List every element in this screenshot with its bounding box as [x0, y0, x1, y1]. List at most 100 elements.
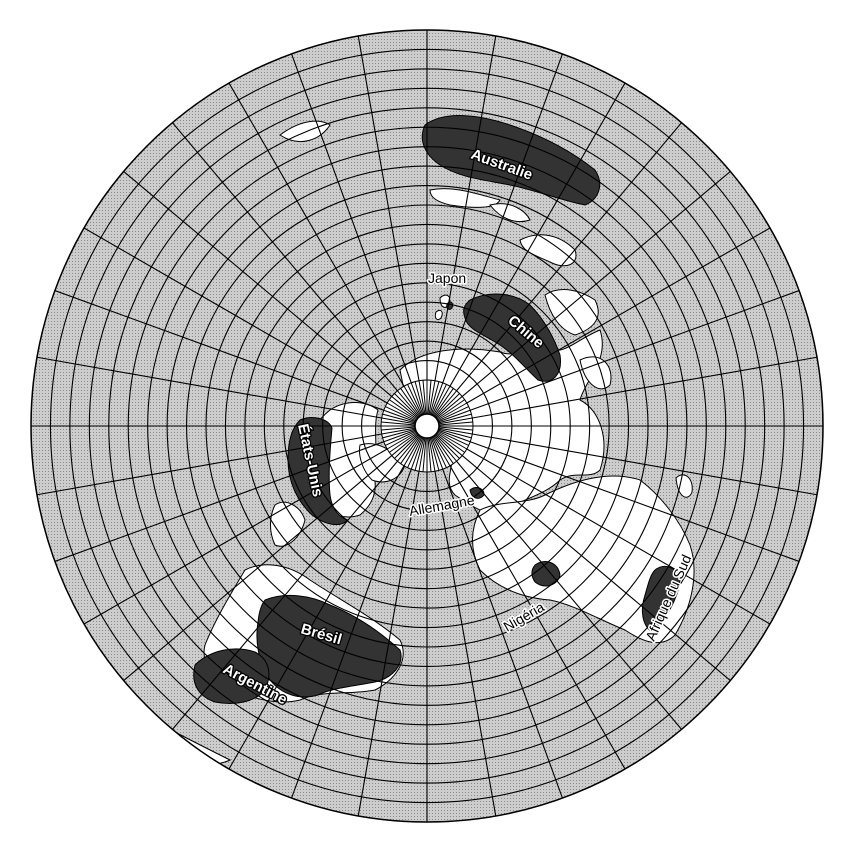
- hub-tick: [403, 385, 422, 416]
- hub-tick: [428, 437, 436, 472]
- hub-tick: [394, 393, 419, 418]
- meridian-line: [36, 356, 382, 419]
- hub-tick: [438, 413, 472, 424]
- australia-shape: [421, 115, 601, 206]
- hub-tick: [394, 434, 419, 459]
- hub-tick: [381, 426, 416, 431]
- label-japan: Japon: [428, 270, 466, 286]
- meridian-line: [434, 35, 497, 381]
- hub-tick: [437, 430, 469, 446]
- hub-tick: [438, 426, 473, 431]
- hub-tick: [385, 430, 417, 446]
- hub-tick: [400, 388, 421, 417]
- meridian-line: [123, 455, 393, 681]
- meridian-line: [228, 82, 405, 387]
- hub-tick: [414, 381, 425, 415]
- hub-tick: [436, 432, 465, 453]
- meridian-line: [472, 433, 818, 496]
- hub-tick: [437, 431, 468, 450]
- hub-tick: [438, 421, 473, 426]
- meridian-line: [54, 441, 384, 562]
- hub-tick: [437, 406, 469, 422]
- hub-tick: [391, 433, 419, 456]
- hub-tick: [383, 409, 416, 423]
- hub-tick: [427, 437, 432, 472]
- hub-tick: [427, 380, 432, 415]
- hub-tick: [435, 396, 463, 419]
- hub-tick: [433, 388, 454, 417]
- meridian-line: [456, 122, 682, 392]
- hub-tick: [435, 434, 460, 459]
- nigeria-shape: [531, 561, 561, 587]
- hub-tick: [438, 409, 471, 423]
- map-border: [30, 29, 824, 823]
- meridian-line: [36, 433, 382, 496]
- meridian-line: [461, 455, 731, 681]
- hub-tick: [414, 437, 425, 471]
- hub-tick: [410, 437, 424, 470]
- hub-tick: [418, 437, 426, 472]
- hub-tick: [428, 380, 436, 415]
- hub-tick: [422, 380, 427, 415]
- north-pole-hub: [380, 379, 474, 473]
- meridian-line: [470, 441, 800, 562]
- meridian-line: [228, 465, 405, 770]
- hub-tick: [383, 429, 416, 443]
- hub-tick: [432, 436, 451, 467]
- meridian-line: [461, 171, 731, 397]
- hub-tick: [382, 413, 416, 424]
- south-africa-shape: [641, 565, 681, 633]
- meridian-line: [434, 471, 497, 817]
- hub-tick: [429, 437, 440, 471]
- hub-tick: [400, 435, 421, 464]
- hub-tick: [434, 434, 457, 462]
- hub-tick: [431, 384, 447, 416]
- meridian-line: [470, 290, 800, 411]
- hub-tick: [432, 385, 451, 416]
- argentina-shape: [193, 648, 270, 704]
- meridian-line: [472, 356, 818, 419]
- hub-tick: [381, 417, 416, 425]
- meridian-line: [172, 122, 398, 392]
- meridian-line: [442, 469, 563, 799]
- hub-tick: [386, 402, 417, 421]
- meridian-line: [54, 290, 384, 411]
- hub-tick: [430, 437, 444, 470]
- meridian-line: [357, 471, 420, 817]
- hub-tick: [436, 399, 465, 420]
- hub-tick: [422, 437, 427, 472]
- hub-tick: [381, 427, 416, 435]
- hub-tick: [438, 428, 472, 439]
- meridian-line: [83, 448, 388, 625]
- hub-tick: [430, 382, 444, 415]
- meridian-line: [291, 469, 412, 799]
- meridian-line: [83, 227, 388, 404]
- hub-tick: [433, 435, 454, 464]
- hub-tick: [385, 406, 417, 422]
- meridian-line: [466, 448, 771, 625]
- hub-tick: [382, 428, 416, 439]
- meridian-line: [449, 465, 626, 770]
- hub-tick: [386, 431, 417, 450]
- meridian-line: [123, 171, 393, 397]
- graticule-grid: [31, 30, 823, 822]
- hub-tick: [431, 436, 447, 468]
- hub-tick: [438, 427, 473, 435]
- highlighted-countries: [193, 115, 681, 704]
- meridian-line: [357, 35, 420, 381]
- hub-tick: [391, 396, 419, 419]
- hub-tick: [389, 399, 418, 420]
- hub-tick: [435, 393, 460, 418]
- meridian-line: [456, 460, 682, 730]
- hub-tick: [389, 432, 418, 453]
- hub-tick: [418, 380, 426, 415]
- hub-tick: [410, 382, 424, 415]
- africa-land: [472, 475, 695, 644]
- hub-tick: [437, 402, 468, 421]
- hub-tick: [381, 421, 416, 426]
- hub-tick: [429, 381, 440, 415]
- hub-tick: [438, 417, 473, 425]
- hub-tick: [435, 433, 463, 456]
- hub-tick: [434, 390, 457, 418]
